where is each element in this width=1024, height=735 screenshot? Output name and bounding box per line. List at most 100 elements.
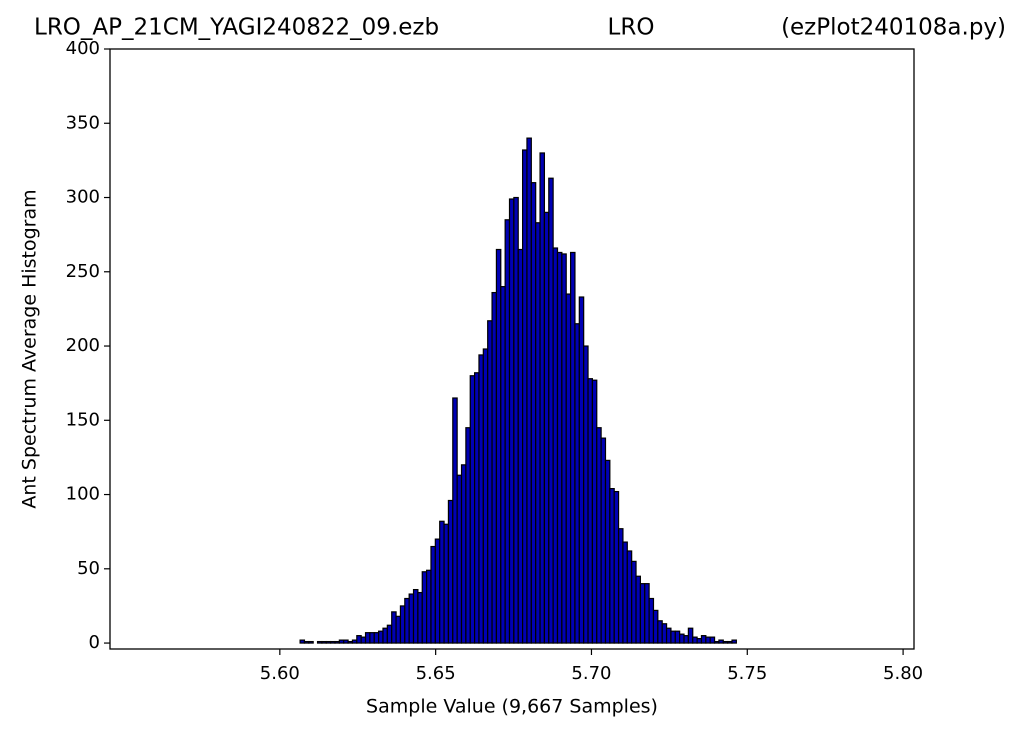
bar [474,372,480,644]
bar [386,624,393,644]
bar [500,286,506,644]
bar [482,348,489,644]
bar [382,627,388,644]
y-axis-label: Ant Spectrum Average Histogram [19,189,41,508]
bar [417,591,423,644]
bar [705,636,711,644]
bar [338,639,345,644]
bar [718,639,724,644]
bar [303,640,310,644]
bar [600,437,607,644]
bar [495,248,502,644]
bar [631,560,637,644]
bar [325,640,332,644]
bar [399,605,406,644]
y-tick-label: 250 [66,261,100,282]
bar [561,253,567,644]
y-tick-label: 50 [77,558,100,579]
bar [700,635,707,644]
bar [412,588,419,644]
bar [360,636,367,644]
bar [347,640,354,644]
y-tick-label: 150 [66,409,100,430]
bar [408,593,415,644]
y-tick-label: 0 [89,632,100,653]
bar [652,609,659,644]
x-tick-label: 5.65 [416,663,456,684]
bar [674,630,681,644]
bar [587,378,594,644]
x-tick-label: 5.80 [883,663,923,684]
bar [504,219,511,644]
bar [395,615,402,644]
bar [447,499,454,644]
bar [343,639,349,644]
bar [369,632,375,644]
y-tick-label: 300 [66,187,100,208]
bar [404,597,410,644]
bar [692,636,698,644]
bar [299,639,306,644]
bar [521,149,528,644]
bar [731,639,737,644]
bar [727,640,733,644]
bar [613,490,620,644]
bar [722,640,729,644]
bar [683,635,689,644]
bar [565,293,572,644]
bar [469,375,476,644]
bar [648,597,655,644]
bar [639,583,646,644]
bar [530,182,537,644]
bar [526,137,532,644]
bar [443,523,450,644]
chart-title: LRO_AP_21CM_YAGI240822_09.ezb [34,15,439,41]
bar [316,640,323,644]
bar [626,550,633,644]
y-tick-label: 200 [66,335,100,356]
bar [709,636,716,644]
bar [434,538,441,644]
bar [430,545,436,644]
x-tick-label: 5.70 [571,663,611,684]
y-tick-label: 400 [66,38,100,59]
bar [552,247,559,644]
bar [578,296,585,644]
bar [465,427,471,644]
bar [478,354,484,644]
bar [356,635,362,644]
x-tick-label: 5.60 [260,663,300,684]
bar [334,640,340,644]
bar [456,474,463,644]
bar [508,198,515,644]
bar [378,630,384,644]
bar [351,639,358,644]
bar [364,632,371,644]
bar [604,459,611,644]
bar [491,291,498,644]
y-tick-label: 350 [66,112,100,133]
bar [591,379,598,644]
x-tick-label: 5.75 [727,663,767,684]
bar [330,640,336,644]
bar [583,345,589,644]
bar [513,196,519,644]
bar [622,541,628,644]
bar [670,630,676,644]
bar [373,632,380,644]
chart-title: LRO [608,15,655,41]
bar [596,427,602,644]
bar [644,583,650,644]
y-tick-label: 100 [66,484,100,505]
bar [635,575,641,644]
bar [452,397,458,644]
bar [421,571,428,644]
bar [460,464,467,644]
bar [543,211,550,644]
bar [548,177,554,644]
plot-frame [109,48,915,650]
bar [574,323,580,644]
bar [556,251,563,644]
